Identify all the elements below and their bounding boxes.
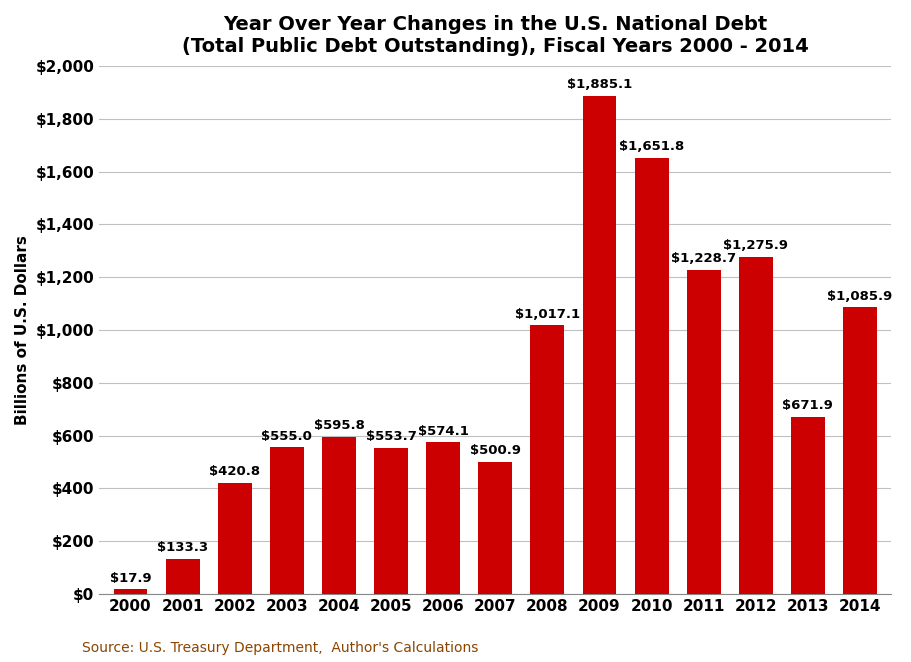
Bar bbox=[582, 96, 617, 594]
Bar bbox=[426, 442, 460, 594]
Text: $1,228.7: $1,228.7 bbox=[671, 252, 736, 265]
Bar bbox=[635, 158, 669, 594]
Text: $671.9: $671.9 bbox=[783, 399, 834, 412]
Text: $574.1: $574.1 bbox=[418, 425, 468, 438]
Bar bbox=[739, 257, 773, 594]
Bar bbox=[166, 559, 200, 594]
Title: Year Over Year Changes in the U.S. National Debt
(Total Public Debt Outstanding): Year Over Year Changes in the U.S. Natio… bbox=[182, 15, 809, 56]
Text: $595.8: $595.8 bbox=[313, 419, 364, 432]
Text: $17.9: $17.9 bbox=[109, 571, 151, 585]
Bar bbox=[478, 462, 512, 594]
Text: $500.9: $500.9 bbox=[470, 444, 521, 457]
Text: $420.8: $420.8 bbox=[210, 465, 261, 478]
Text: $133.3: $133.3 bbox=[157, 541, 209, 554]
Text: $1,017.1: $1,017.1 bbox=[515, 308, 580, 320]
Bar bbox=[114, 589, 148, 594]
Bar bbox=[374, 448, 408, 594]
Text: Source: U.S. Treasury Department,  Author's Calculations: Source: U.S. Treasury Department, Author… bbox=[82, 641, 478, 655]
Bar bbox=[530, 326, 564, 594]
Text: $1,885.1: $1,885.1 bbox=[567, 79, 632, 91]
Bar bbox=[270, 448, 303, 594]
Bar bbox=[687, 269, 721, 594]
Text: $553.7: $553.7 bbox=[365, 430, 416, 443]
Bar bbox=[791, 416, 824, 594]
Bar bbox=[843, 307, 877, 594]
Bar bbox=[218, 483, 251, 594]
Text: $1,085.9: $1,085.9 bbox=[827, 289, 893, 303]
Y-axis label: Billions of U.S. Dollars: Billions of U.S. Dollars bbox=[15, 235, 30, 425]
Text: $1,651.8: $1,651.8 bbox=[619, 140, 684, 153]
Text: $555.0: $555.0 bbox=[261, 430, 312, 443]
Text: $1,275.9: $1,275.9 bbox=[723, 240, 788, 252]
Bar bbox=[322, 437, 356, 594]
